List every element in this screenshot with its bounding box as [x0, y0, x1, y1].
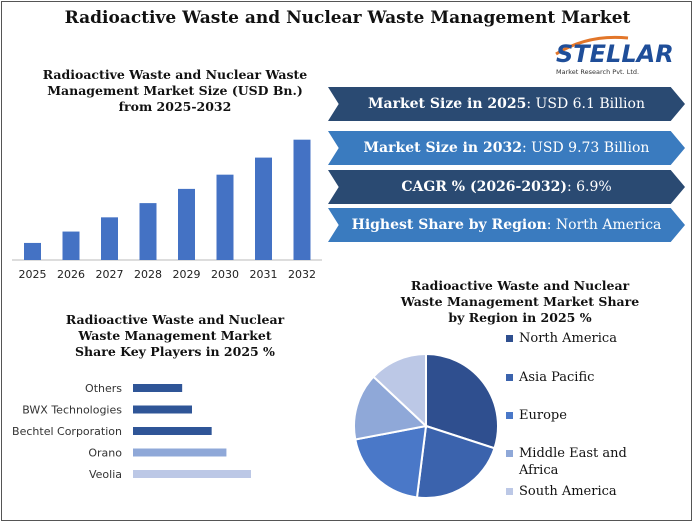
key-players-title: Radioactive Waste and Nuclear Waste Mana…: [65, 312, 285, 359]
x-tick-label: 2025: [19, 268, 47, 281]
bar-2032: [293, 139, 311, 260]
banner-value: : USD 9.73 Billion: [521, 140, 650, 156]
y-tick-label: Others: [85, 382, 122, 395]
hbar-others: [133, 384, 183, 392]
banner-value: : North America: [546, 217, 662, 233]
logo-tagline: Market Research Pvt. Ltd.: [556, 68, 639, 76]
hbar-bwx-technologies: [133, 405, 192, 414]
main-title: Radioactive Waste and Nuclear Waste Mana…: [64, 8, 631, 28]
hbar-veolia: [133, 470, 251, 478]
pie-chart-title: Radioactive Waste and Nuclear Waste Mana…: [400, 278, 640, 325]
banner-value: : USD 6.1 Billion: [526, 96, 645, 112]
pie-slice-north-america: [425, 352, 499, 450]
legend-label: Europe: [519, 408, 567, 423]
region-share-pie-chart: [353, 352, 499, 499]
legend-item: Middle East and Africa: [506, 445, 649, 479]
banner-market-size-2032: Market Size in 2032: USD 9.73 Billion: [328, 131, 685, 165]
pie-slice-europe: [354, 424, 428, 499]
legend-swatch: [506, 450, 513, 457]
legend-item: Europe: [506, 407, 649, 424]
legend-label: South America: [519, 484, 617, 499]
bar-2026: [62, 231, 80, 260]
hbar-orano: [133, 448, 227, 457]
logo-brand: STELLAR: [556, 40, 674, 68]
y-tick-label: Veolia: [89, 468, 122, 481]
x-tick-label: 2030: [211, 268, 239, 281]
legend-item: Asia Pacific: [506, 369, 649, 386]
bar-2028: [139, 203, 157, 260]
banner-highest-share: Highest Share by Region: North America: [328, 208, 685, 242]
x-tick-label: 2032: [288, 268, 316, 281]
stellar-logo: STELLAR Market Research Pvt. Ltd.: [555, 35, 674, 76]
bar-2030: [216, 174, 234, 260]
banner-label: CAGR % (2026-2032): [401, 179, 567, 195]
y-tick-label: Bechtel Corporation: [12, 425, 122, 438]
legend-swatch: [506, 374, 513, 381]
bar-2031: [255, 157, 272, 260]
legend-label: Asia Pacific: [519, 370, 595, 385]
legend-swatch: [506, 412, 513, 419]
legend-swatch: [506, 335, 513, 342]
bar-2025: [24, 242, 41, 260]
bar-chart-title: Radioactive Waste and Nuclear Waste Mana…: [42, 67, 308, 114]
hbar-bechtel-corporation: [133, 427, 212, 435]
legend-swatch: [506, 488, 513, 495]
banner-market-size-2025: Market Size in 2025: USD 6.1 Billion: [328, 87, 685, 121]
banner-value: : 6.9%: [566, 179, 612, 195]
y-tick-label: Orano: [88, 447, 122, 460]
market-size-bar-chart: 2025 2026 2027 2028 2029 2030 2031 2032: [12, 139, 322, 281]
banner-label: Highest Share by Region: [351, 217, 547, 233]
x-tick-label: 2026: [57, 268, 85, 281]
banner-cagr: CAGR % (2026-2032): 6.9%: [328, 170, 685, 204]
x-tick-label: 2028: [134, 268, 162, 281]
banner-label: Market Size in 2025: [368, 96, 527, 112]
pie-slice-middle-east-and-africa: [353, 375, 429, 441]
pie-slice-asia-pacific: [415, 424, 496, 499]
x-tick-label: 2031: [250, 268, 278, 281]
y-tick-label: BWX Technologies: [22, 404, 122, 417]
pie-slice-south-america: [372, 352, 427, 429]
banner-label: Market Size in 2032: [363, 140, 522, 156]
legend-label: North America: [519, 331, 617, 346]
legend-label: Middle East and Africa: [519, 446, 627, 478]
legend-item: South America: [506, 483, 649, 500]
x-tick-label: 2029: [173, 268, 201, 281]
logo-swoosh-icon: [555, 35, 629, 56]
legend-item: North America: [506, 330, 649, 347]
key-players-bar-chart: Others BWX Technologies Bechtel Corporatio…: [12, 382, 251, 481]
bar-2029: [178, 188, 195, 260]
bar-2027: [101, 217, 118, 260]
x-tick-label: 2027: [96, 268, 124, 281]
